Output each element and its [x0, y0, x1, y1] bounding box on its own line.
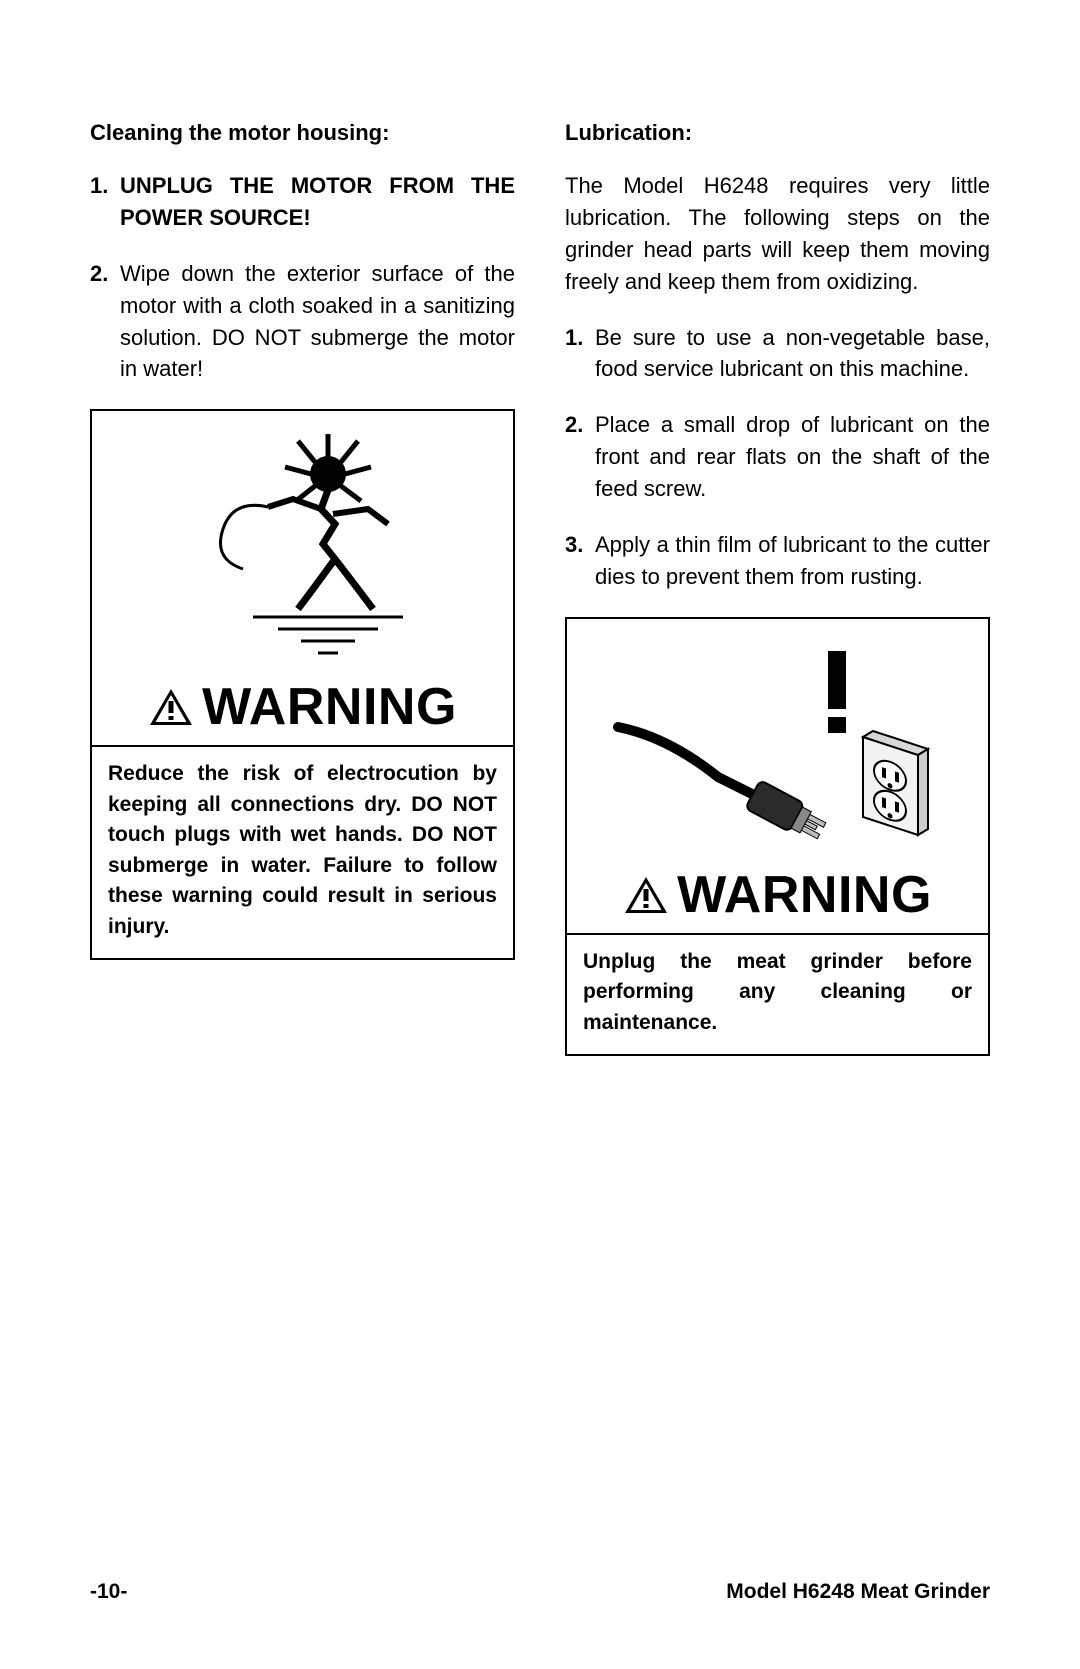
- list-number: 2.: [90, 258, 120, 386]
- list-text: Place a small drop of lubricant on the f…: [595, 409, 990, 505]
- warning-header: WARNING: [567, 865, 988, 933]
- electrocution-warning-box: WARNING Reduce the risk of electrocution…: [90, 409, 515, 960]
- warning-body-text: Reduce the risk of electrocution by keep…: [92, 747, 513, 958]
- right-column: Lubrication: The Model H6248 requires ve…: [565, 120, 990, 1056]
- lubrication-intro: The Model H6248 requires very little lub…: [565, 170, 990, 298]
- cleaning-step-2: 2. Wipe down the exterior surface of the…: [90, 258, 515, 386]
- electrocution-illustration: [92, 411, 513, 677]
- model-name: Model H6248 Meat Grinder: [726, 1580, 990, 1604]
- unplug-illustration: [567, 619, 988, 865]
- manual-page: Cleaning the motor housing: 1. UNPLUG TH…: [0, 0, 1080, 1669]
- list-number: 1.: [90, 170, 120, 234]
- cleaning-step-1: 1. UNPLUG THE MOTOR FROM THE POWER SOURC…: [90, 170, 515, 234]
- warning-triangle-icon: [623, 875, 669, 915]
- two-column-layout: Cleaning the motor housing: 1. UNPLUG TH…: [90, 120, 990, 1056]
- list-text: UNPLUG THE MOTOR FROM THE POWER SOURCE!: [120, 170, 515, 234]
- list-text: Be sure to use a non-vegetable base, foo…: [595, 322, 990, 386]
- list-number: 1.: [565, 322, 595, 386]
- left-column: Cleaning the motor housing: 1. UNPLUG TH…: [90, 120, 515, 1056]
- list-text: Apply a thin film of lubricant to the cu…: [595, 529, 990, 593]
- page-number: -10-: [90, 1580, 127, 1604]
- lubrication-step-3: 3. Apply a thin film of lubricant to the…: [565, 529, 990, 593]
- warning-triangle-icon: [148, 687, 194, 727]
- lubrication-step-1: 1. Be sure to use a non-vegetable base, …: [565, 322, 990, 386]
- page-footer: -10- Model H6248 Meat Grinder: [90, 1580, 990, 1604]
- warning-label: WARNING: [202, 677, 457, 737]
- lubrication-step-2: 2. Place a small drop of lubricant on th…: [565, 409, 990, 505]
- list-text: Wipe down the exterior surface of the mo…: [120, 258, 515, 386]
- cleaning-heading: Cleaning the motor housing:: [90, 120, 515, 146]
- list-number: 3.: [565, 529, 595, 593]
- list-number: 2.: [565, 409, 595, 505]
- warning-header: WARNING: [92, 677, 513, 745]
- warning-label: WARNING: [677, 865, 932, 925]
- unplug-warning-box: WARNING Unplug the meat grinder before p…: [565, 617, 990, 1056]
- warning-body-text: Unplug the meat grinder before performin…: [567, 935, 988, 1054]
- lubrication-heading: Lubrication:: [565, 120, 990, 146]
